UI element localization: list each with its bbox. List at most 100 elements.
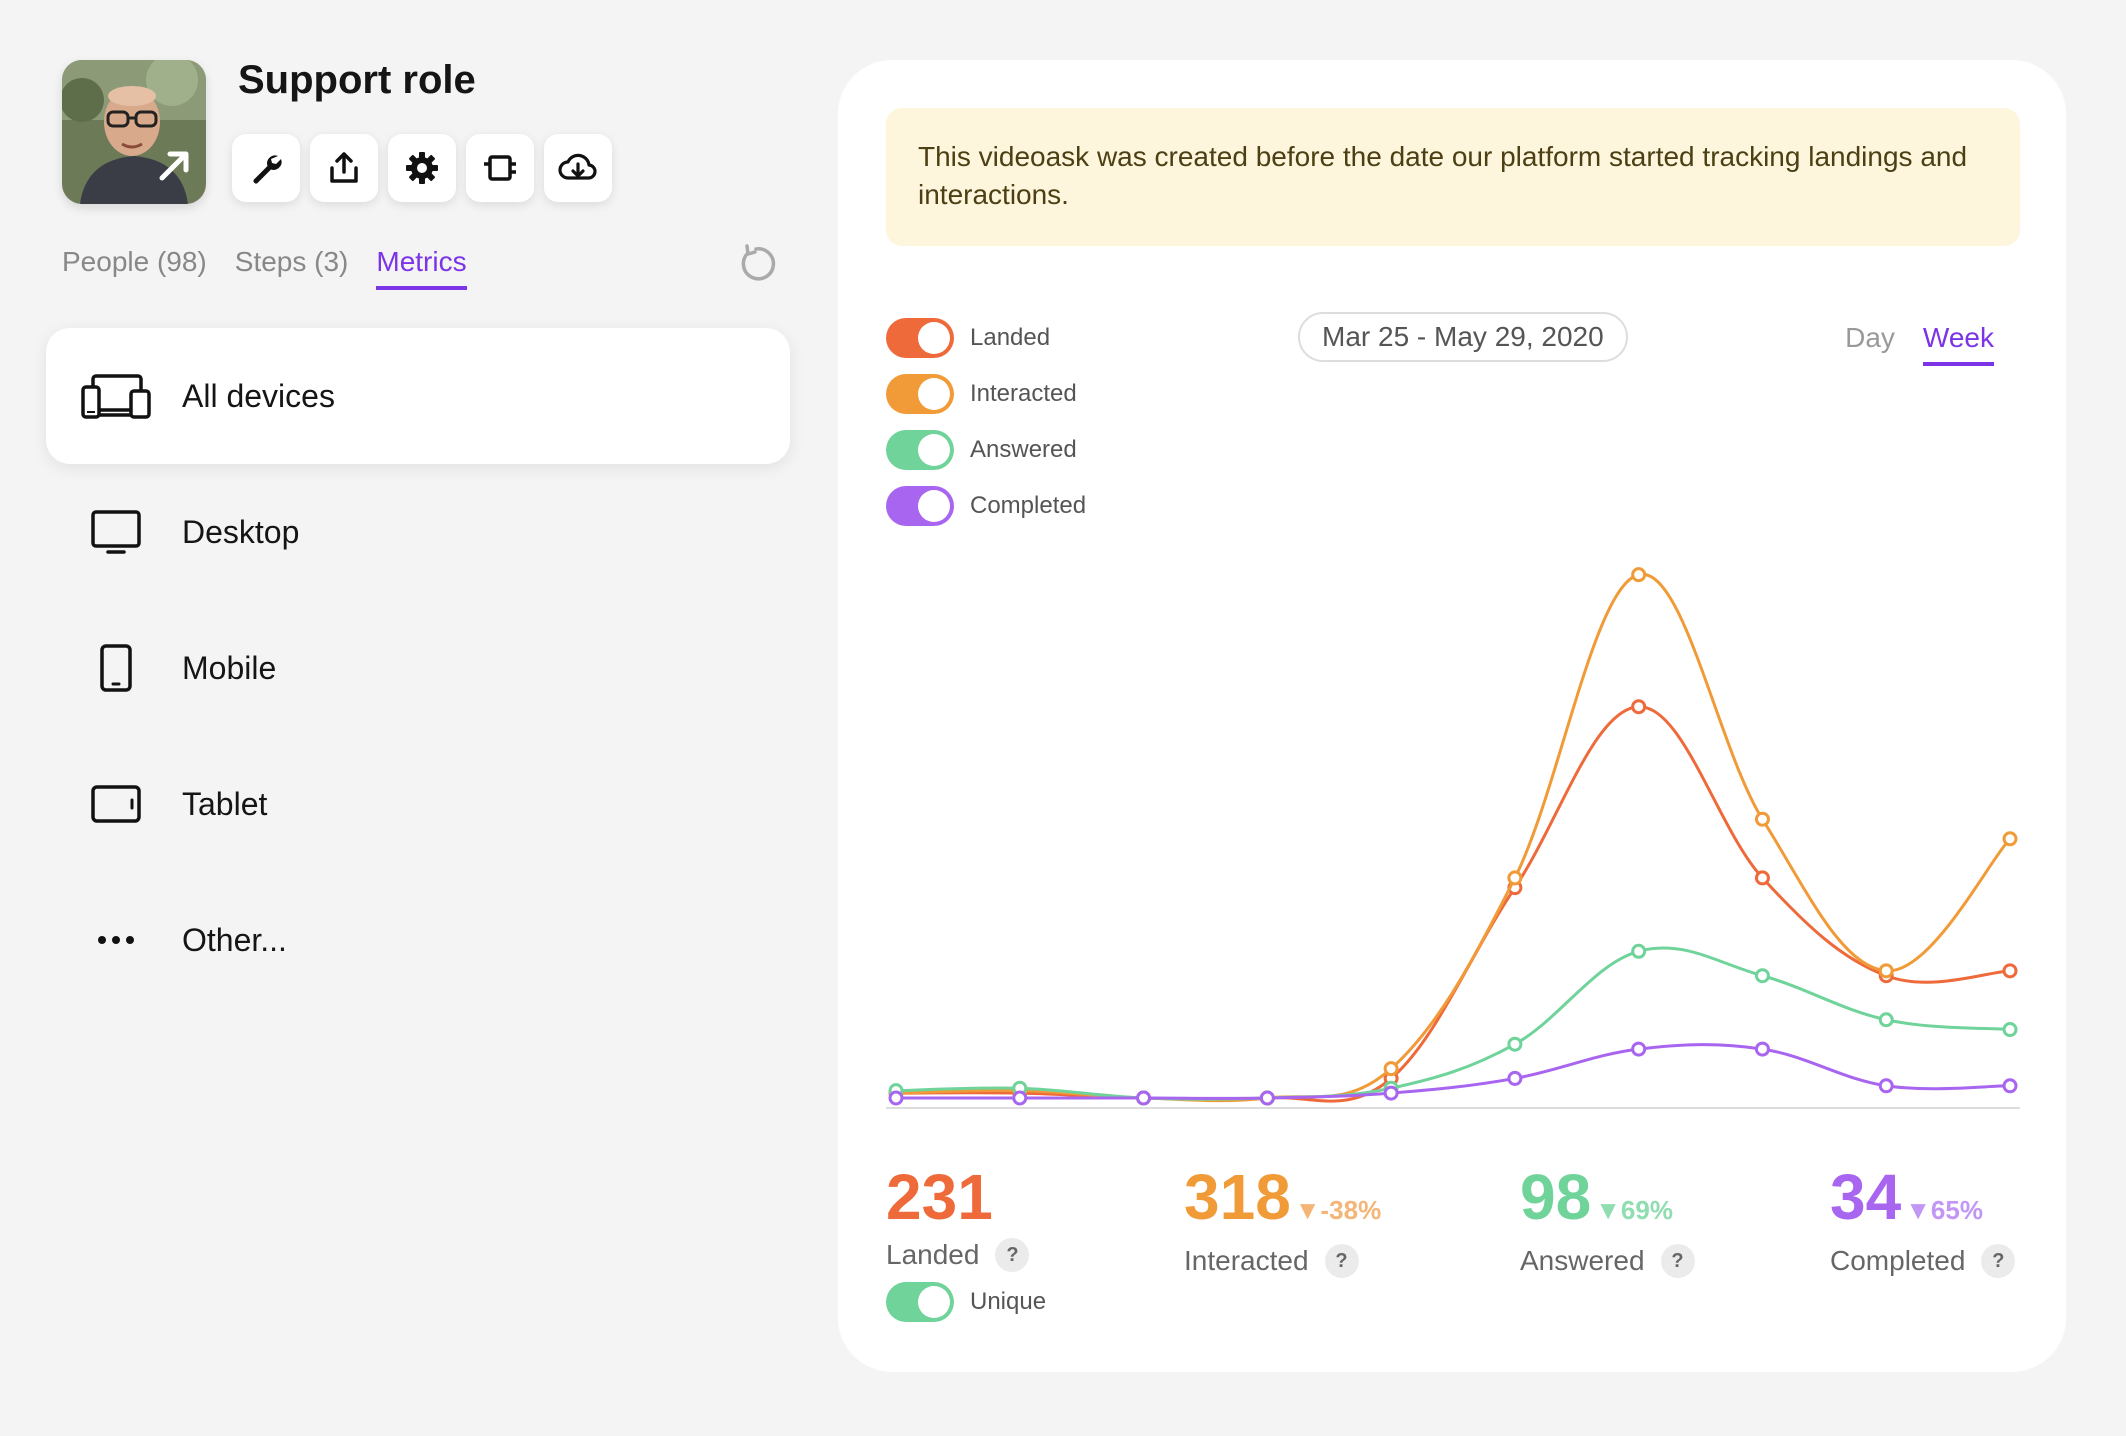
data-point-interacted-6[interactable]	[1631, 567, 1647, 583]
data-point-completed-2[interactable]	[1136, 1090, 1152, 1106]
data-point-completed-3[interactable]	[1259, 1090, 1275, 1106]
refresh-icon	[741, 244, 776, 281]
data-point-answered-7[interactable]	[1754, 968, 1770, 984]
granularity-week[interactable]: Week	[1922, 322, 1994, 366]
stat-label: Interacted	[1184, 1245, 1309, 1276]
embed-button[interactable]	[466, 134, 534, 202]
stat-value: 318	[1184, 1161, 1291, 1233]
stat-label: Landed	[886, 1239, 980, 1270]
share-icon	[330, 152, 358, 183]
download-button[interactable]	[544, 134, 612, 202]
data-point-completed-7[interactable]	[1754, 1041, 1770, 1057]
stat-label: Completed	[1830, 1245, 1966, 1276]
series-line-answered	[895, 946, 2011, 1101]
stat-delta: ▼65%	[1905, 1195, 1983, 1225]
tablet-icon	[91, 785, 141, 823]
toggle-knob	[918, 434, 950, 466]
toggle-knob	[918, 378, 950, 410]
embed-icon	[484, 155, 516, 181]
series-line-interacted	[895, 573, 2012, 1103]
data-point-answered-6[interactable]	[1631, 943, 1647, 959]
unique-label: Unique	[970, 1288, 1047, 1315]
data-point-completed-1[interactable]	[1012, 1090, 1028, 1106]
legend-label: Landed	[970, 324, 1051, 351]
toolbar	[232, 134, 612, 202]
data-point-interacted-8[interactable]	[1878, 963, 1894, 979]
help-icon[interactable]: ?	[995, 1238, 1030, 1272]
desktop-icon	[91, 510, 141, 554]
data-point-interacted-5[interactable]	[1507, 870, 1523, 886]
data-point-interacted-9[interactable]	[2002, 831, 2018, 847]
metrics-line-chart	[886, 567, 2020, 1109]
device-item-all[interactable]: All devices	[46, 328, 790, 464]
settings-button[interactable]	[388, 134, 456, 202]
device-label: All devices	[182, 377, 335, 414]
device-filter-list: All devices Desktop Mobile	[46, 328, 790, 1008]
video-thumbnail[interactable]	[62, 60, 206, 204]
toggle-knob	[918, 322, 950, 354]
data-point-interacted-7[interactable]	[1754, 811, 1770, 827]
data-point-completed-4[interactable]	[1383, 1085, 1399, 1101]
stat-delta: ▼-38%	[1294, 1195, 1382, 1225]
help-icon[interactable]: ?	[1660, 1244, 1695, 1278]
stat-value: 34	[1830, 1161, 1902, 1233]
share-button[interactable]	[310, 134, 378, 202]
device-item-tablet[interactable]: Tablet	[46, 736, 790, 872]
sidebar-panel: Support role	[0, 0, 800, 1436]
chart-legend: Landed Interacted Answered Completed	[886, 310, 1086, 534]
data-point-landed-9[interactable]	[2002, 963, 2018, 979]
device-item-other[interactable]: Other...	[46, 872, 790, 1008]
legend-label: Answered	[970, 436, 1077, 463]
answered-toggle[interactable]	[886, 430, 954, 470]
device-label: Desktop	[182, 513, 300, 550]
refresh-button[interactable]	[736, 244, 776, 284]
stats-row: 231 Landed ? Unique 318 ▼-38% Interacted…	[886, 1160, 2026, 1360]
data-point-completed-6[interactable]	[1631, 1041, 1647, 1057]
data-point-answered-5[interactable]	[1507, 1036, 1523, 1052]
unique-toggle-row: Unique	[886, 1282, 1046, 1322]
device-label: Mobile	[182, 649, 277, 686]
data-point-landed-7[interactable]	[1754, 870, 1770, 886]
data-point-completed-5[interactable]	[1507, 1070, 1523, 1086]
data-point-completed-0[interactable]	[888, 1090, 904, 1106]
data-point-answered-8[interactable]	[1878, 1012, 1894, 1028]
stat-value: 231	[886, 1161, 993, 1233]
device-item-desktop[interactable]: Desktop	[46, 464, 790, 600]
data-point-completed-8[interactable]	[1878, 1078, 1894, 1094]
granularity-day[interactable]: Day	[1845, 322, 1895, 353]
legend-label: Interacted	[970, 380, 1077, 407]
date-range-picker[interactable]: Mar 25 - May 29, 2020	[1298, 312, 1628, 362]
tab-metrics[interactable]: Metrics	[376, 246, 467, 290]
stat-landed: 231 Landed ? Unique	[886, 1160, 1046, 1322]
series-line-landed	[895, 705, 2011, 1103]
stat-answered: 98 ▼69% Answered ?	[1520, 1160, 1695, 1278]
interacted-toggle[interactable]	[886, 374, 954, 414]
device-item-mobile[interactable]: Mobile	[46, 600, 790, 736]
stat-label: Answered	[1520, 1245, 1645, 1276]
more-icon	[98, 936, 134, 944]
edit-button[interactable]	[232, 134, 300, 202]
tracking-notice: This videoask was created before the dat…	[886, 108, 2020, 246]
device-label: Other...	[182, 921, 287, 958]
data-point-answered-9[interactable]	[2002, 1022, 2018, 1038]
stat-interacted: 318 ▼-38% Interacted ?	[1184, 1160, 1381, 1278]
tab-steps[interactable]: Steps (3)	[234, 246, 349, 277]
device-label: Tablet	[182, 785, 268, 822]
legend-label: Completed	[970, 492, 1087, 519]
page-title: Support role	[238, 58, 476, 102]
tab-people[interactable]: People (98)	[62, 246, 207, 277]
help-icon[interactable]: ?	[1981, 1244, 2016, 1278]
toggle-knob	[918, 490, 950, 522]
stat-value: 98	[1520, 1161, 1592, 1233]
completed-toggle[interactable]	[886, 486, 954, 526]
unique-toggle[interactable]	[886, 1282, 954, 1322]
toggle-knob	[918, 1286, 950, 1318]
data-point-completed-9[interactable]	[2002, 1078, 2018, 1094]
data-point-interacted-4[interactable]	[1383, 1061, 1399, 1077]
legend-item-answered: Answered	[886, 422, 1086, 478]
gear-icon	[406, 152, 438, 184]
landed-toggle[interactable]	[886, 318, 954, 358]
help-icon[interactable]: ?	[1324, 1244, 1359, 1278]
data-point-landed-6[interactable]	[1631, 699, 1647, 715]
stat-delta: ▼69%	[1595, 1195, 1673, 1225]
